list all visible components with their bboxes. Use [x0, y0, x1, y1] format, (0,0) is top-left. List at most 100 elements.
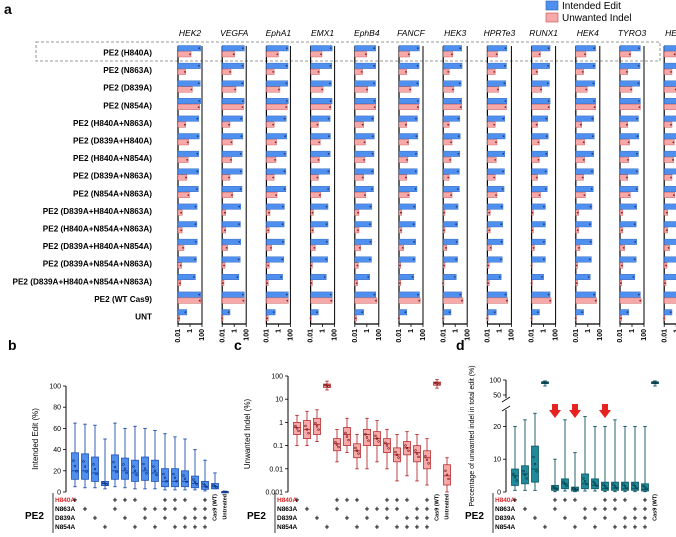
bar-intended [575, 238, 593, 245]
dot-unwanted [447, 176, 450, 179]
bar-intended [575, 221, 592, 228]
bar-unwanted [354, 86, 369, 93]
bar-unwanted [531, 297, 552, 304]
dot-unwanted [664, 282, 666, 284]
bar-intended [266, 256, 285, 263]
dot-unwanted [574, 317, 577, 320]
dot-intended [502, 117, 505, 120]
box-point [437, 383, 440, 386]
bar-intended [487, 98, 508, 105]
dot-intended [634, 240, 637, 243]
dot-unwanted [671, 159, 674, 161]
grid-plus: + [173, 523, 178, 532]
bar-unwanted [177, 68, 187, 75]
box-point [397, 456, 400, 459]
grid-plus: + [395, 496, 400, 505]
row-label: PE2 (D839A+H840A+N863A) [43, 207, 152, 216]
dot-intended [547, 64, 549, 67]
dot-unwanted [620, 229, 623, 232]
dot-intended [196, 152, 199, 155]
grid-plus: + [193, 505, 198, 514]
dot-unwanted [582, 141, 585, 144]
dot-intended [500, 240, 503, 243]
dot-unwanted [354, 317, 357, 320]
bar-intended [443, 186, 460, 193]
bar-intended [177, 133, 200, 140]
bar-intended [221, 98, 245, 105]
bar-intended [575, 203, 593, 210]
box-body [423, 450, 431, 470]
dot-unwanted [665, 211, 668, 214]
bar-intended [443, 98, 462, 105]
dot-intended [285, 293, 288, 296]
bar-intended [487, 45, 508, 52]
bar-intended [177, 168, 199, 175]
bar-intended [221, 115, 243, 122]
b-y-tick-label: 40 [53, 447, 61, 454]
c-y-tick-label: 0.001 [265, 490, 283, 497]
grid-plus: + [93, 514, 98, 523]
bar-intended [619, 203, 637, 210]
bar-intended [487, 309, 497, 316]
bar-intended [177, 150, 200, 157]
grid-plus: + [83, 505, 88, 514]
row-label: PE2 (H840A+N863A) [73, 119, 152, 128]
grid-plus: + [415, 523, 420, 532]
box-point [444, 469, 447, 473]
dot-unwanted [186, 159, 189, 161]
dot-intended [593, 47, 596, 50]
bar-intended [664, 203, 676, 210]
bar-unwanted [354, 121, 364, 128]
box-point [565, 484, 568, 487]
dot-unwanted [584, 53, 586, 56]
dot-unwanted [504, 106, 507, 108]
dot-unwanted [180, 229, 183, 232]
x-tick-label: 100 [420, 329, 427, 341]
bar-unwanted [619, 192, 631, 199]
bar-intended [266, 115, 287, 122]
grid-plus: + [193, 514, 198, 523]
box-point [135, 473, 138, 477]
bar-unwanted [575, 156, 585, 163]
bar-unwanted [575, 174, 584, 181]
bar-intended [310, 203, 329, 210]
bar-intended [221, 186, 243, 193]
dot-unwanted [628, 194, 631, 197]
dot-unwanted [358, 247, 361, 249]
box-point [384, 441, 387, 445]
x-tick-label: 100 [243, 329, 250, 341]
box-point [317, 428, 320, 431]
bar-unwanted [487, 104, 507, 111]
dot-unwanted [241, 106, 244, 108]
row-label: PE2 (N863A) [103, 66, 152, 75]
dot-intended [329, 47, 332, 50]
bar-intended [487, 238, 504, 245]
c-y-tick-label: 0.01 [269, 466, 283, 473]
dot-unwanted [487, 282, 490, 284]
box-body [621, 481, 629, 491]
box-body [323, 383, 331, 388]
x-tick-label: 100 [199, 329, 206, 341]
grid-plus: + [533, 514, 538, 523]
grid-plus: + [633, 505, 638, 514]
bar-intended [619, 168, 639, 175]
grid-plus: + [365, 505, 370, 514]
bar-intended [443, 291, 462, 298]
dot-unwanted [489, 247, 492, 249]
dot-intended [459, 47, 462, 50]
dot-unwanted [535, 176, 538, 179]
box-point [612, 483, 615, 486]
bar-unwanted [354, 51, 367, 58]
bar-unwanted [310, 192, 321, 199]
dot-unwanted [622, 247, 625, 249]
dot-unwanted [406, 141, 409, 144]
d-y-tick-label: 0 [497, 490, 501, 497]
dot-intended [239, 152, 242, 155]
dot-intended [455, 258, 457, 261]
bar-intended [531, 98, 551, 105]
box-point [203, 484, 207, 487]
dot-unwanted [450, 53, 453, 56]
box-point [522, 469, 525, 473]
box-point [75, 470, 78, 473]
dot-unwanted [530, 317, 533, 320]
